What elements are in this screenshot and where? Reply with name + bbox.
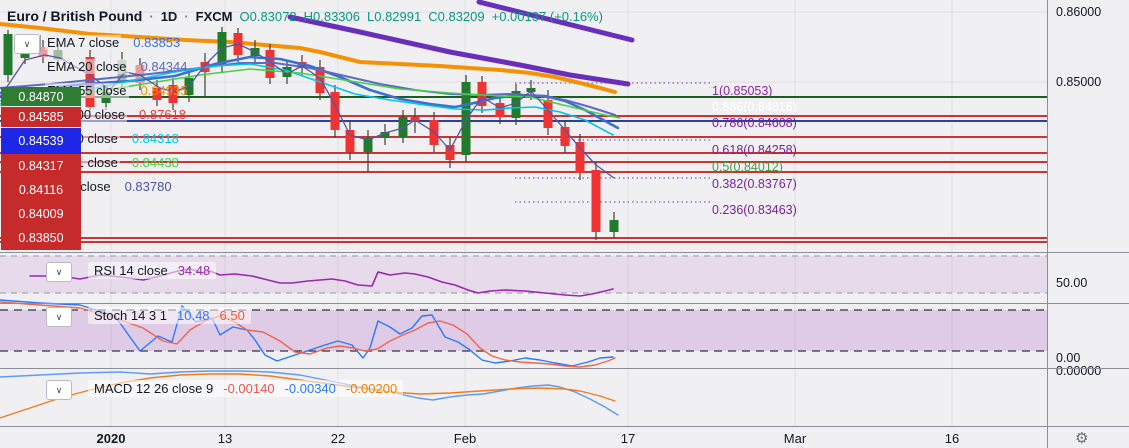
indicator-value: 0.84344 xyxy=(140,59,188,74)
price-tick: 0.86000 xyxy=(1056,5,1102,19)
time-axis-border xyxy=(0,426,1129,427)
fib-label-1: 1(0.85053) xyxy=(712,84,773,98)
time-tick: 22 xyxy=(330,431,346,446)
pane-divider[interactable] xyxy=(0,368,1129,369)
stoch-pane-legend[interactable]: Stoch 14 3 1 10.48 6.50 xyxy=(88,307,251,324)
interval-selector[interactable]: 1D xyxy=(160,9,178,24)
header-divider xyxy=(40,35,41,51)
indicator-value: 0.87618 xyxy=(139,107,187,122)
stoch-k-value: 10.48 xyxy=(177,308,210,323)
price-badge-green: 0.84870 xyxy=(1,87,81,106)
time-tick: Feb xyxy=(453,431,477,446)
main-pane-collapse-button[interactable]: ∨ xyxy=(14,34,40,54)
price-badge-red: 0.83850 xyxy=(1,226,81,250)
chevron-down-icon: ∨ xyxy=(55,384,63,395)
price-change: +0.00137 (+0.16%) xyxy=(491,9,603,24)
ohlc-low: L0.82991 xyxy=(367,9,422,24)
price-tick: 0.85000 xyxy=(1056,75,1102,89)
rsi-label: RSI 14 close xyxy=(94,263,168,278)
stoch-d-value: 6.50 xyxy=(219,308,245,323)
stoch-label: Stoch 14 3 1 xyxy=(94,308,167,323)
header-separator: · xyxy=(184,9,189,24)
ohlc-open: O0.83072 xyxy=(239,9,297,24)
indicator-value: 0.84935 xyxy=(140,83,188,98)
rsi-pane-collapse-button[interactable]: ∨ xyxy=(46,262,72,282)
ohlc-high: H0.83306 xyxy=(303,9,360,24)
fib-label-50: 0.5(0.84012) xyxy=(712,160,783,174)
symbol-header: Euro / British Pound · 1D · FXCM O0.8307… xyxy=(7,8,603,24)
indicator-value: 0.84318 xyxy=(131,131,179,146)
fib-label-786: 0.786(0.84608) xyxy=(712,116,797,130)
chart-canvas[interactable] xyxy=(0,0,1047,426)
price-badge-blue: 0.84539 xyxy=(1,128,81,154)
rsi-value: 34.48 xyxy=(177,263,211,278)
time-tick: 13 xyxy=(217,431,233,446)
fib-label-618: 0.618(0.84258) xyxy=(712,143,797,157)
symbol-name[interactable]: Euro / British Pound xyxy=(7,8,143,24)
macd-pane-legend[interactable]: MACD 12 26 close 9 -0.00140 -0.00340 -0.… xyxy=(88,380,404,397)
chevron-down-icon: ∨ xyxy=(55,311,63,322)
price-badge-red: 0.84116 xyxy=(1,178,81,202)
rsi-tick: 50.00 xyxy=(1056,276,1088,290)
stoch-tick: 0.00 xyxy=(1056,351,1081,365)
macd-label: MACD 12 26 close 9 xyxy=(94,381,214,396)
indicator-value: 0.83780 xyxy=(124,179,172,194)
indicator-label: EMA 7 close xyxy=(45,35,122,50)
indicator-value: 0.83853 xyxy=(133,35,181,50)
indicator-row-ema7[interactable]: EMA 7 close 0.83853 xyxy=(45,35,180,50)
time-tick: 16 xyxy=(944,431,960,446)
exchange-name: FXCM xyxy=(195,9,233,24)
gear-icon[interactable]: ⚙ xyxy=(1075,430,1089,447)
time-tick: 2020 xyxy=(96,431,126,446)
macd-line-value: -0.00340 xyxy=(284,381,336,396)
ohlc-close: C0.83209 xyxy=(428,9,485,24)
price-badge-red: 0.84585 xyxy=(1,107,81,127)
price-badge-red: 0.84317 xyxy=(1,154,81,178)
price-axis[interactable]: 0.86000 0.85000 50.00 0.00 0.00000 xyxy=(1047,0,1129,448)
pane-divider[interactable] xyxy=(0,303,1129,304)
macd-signal-value: -0.00200 xyxy=(345,381,398,396)
fib-label-236: 0.236(0.83463) xyxy=(712,203,797,217)
indicator-row-ema20[interactable]: EMA 20 close 0.84344 xyxy=(45,59,188,74)
price-badge-red: 0.84009 xyxy=(1,202,81,226)
indicator-label: EMA 20 close xyxy=(45,59,129,74)
rsi-pane-legend[interactable]: RSI 14 close 34.48 xyxy=(88,262,217,279)
indicator-value: 0.84438 xyxy=(131,155,179,170)
time-axis[interactable]: 2020 13 22 Feb 17 Mar 16 xyxy=(0,427,1047,448)
macd-tick: 0.00000 xyxy=(1056,364,1102,378)
chevron-down-icon: ∨ xyxy=(23,38,31,49)
stoch-pane-collapse-button[interactable]: ∨ xyxy=(46,307,72,327)
fib-label-382: 0.382(0.83767) xyxy=(712,177,797,191)
macd-pane-collapse-button[interactable]: ∨ xyxy=(46,380,72,400)
header-separator: · xyxy=(149,9,154,24)
chevron-down-icon: ∨ xyxy=(55,266,63,277)
time-tick: Mar xyxy=(783,431,807,446)
macd-hist-value: -0.00140 xyxy=(223,381,275,396)
pane-divider[interactable] xyxy=(0,252,1129,253)
time-tick: 17 xyxy=(620,431,636,446)
fib-label-886: 0.886(0.84816) xyxy=(712,100,797,114)
